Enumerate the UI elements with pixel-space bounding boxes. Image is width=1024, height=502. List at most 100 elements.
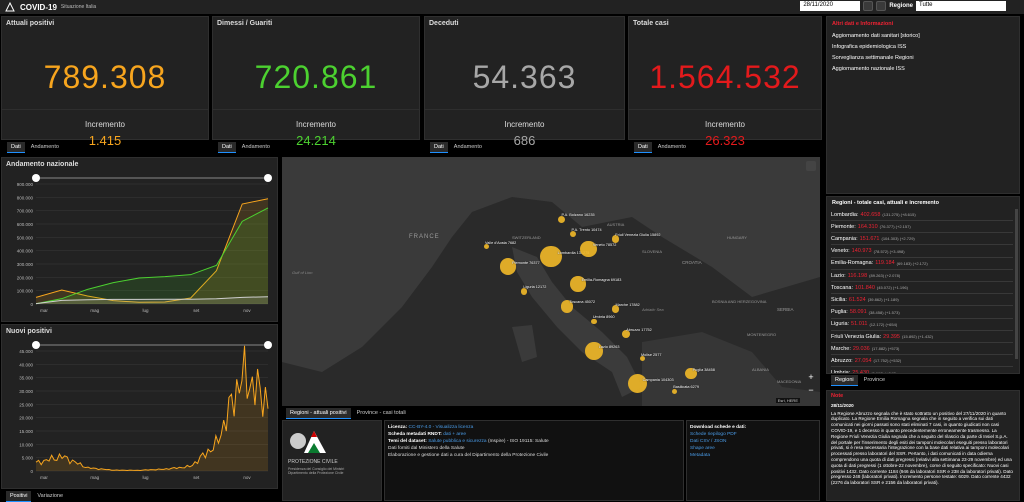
region-total: 119.184: [875, 260, 895, 267]
tab-province[interactable]: Province: [859, 375, 890, 386]
data-source: Dati forniti dal Ministero della Salute: [388, 446, 465, 451]
region-row[interactable]: Campania: 151.671 (104.303) (+2.729): [831, 233, 1013, 246]
range-slider-end-handle[interactable]: [264, 341, 272, 349]
calendar-icon[interactable]: [863, 1, 874, 11]
x-tick-label: set: [193, 475, 200, 480]
map-tabs: Regioni - attuali positivi Province - ca…: [286, 408, 410, 419]
date-picker[interactable]: 28/11/2020: [800, 1, 861, 11]
x-tick-label: mar: [40, 308, 48, 313]
kpi-increment-value: 1.415: [88, 133, 122, 148]
tab-map-regioni[interactable]: Regioni - attuali positivi: [286, 408, 351, 419]
map-bubble[interactable]: [585, 342, 603, 360]
kpi-tabs-3: Dati Andamento: [634, 142, 690, 153]
map-bubble[interactable]: [672, 388, 678, 394]
range-slider-start-handle[interactable]: [32, 174, 40, 182]
tab-positivi[interactable]: Positivi: [6, 491, 32, 502]
map-bubble[interactable]: [569, 231, 576, 238]
map-label-hungary: HUNGARY: [727, 235, 747, 240]
map-bubble[interactable]: [611, 304, 620, 313]
map-bubble[interactable]: [540, 245, 562, 268]
tab-andamento[interactable]: Andamento: [26, 142, 63, 153]
zoom-out-icon[interactable]: −: [808, 385, 814, 395]
region-total: 151.671: [859, 235, 880, 242]
map-bubble-label: Puglia 38458: [692, 367, 715, 372]
region-row[interactable]: Lombardia: 402.658 (131.275) (+8.615): [831, 209, 1013, 221]
map-bubble[interactable]: [611, 235, 620, 243]
y-tick-label: 700.000: [17, 209, 34, 214]
download-pdf-link[interactable]: Schede riepilogo PDF: [690, 432, 737, 437]
region-total: 51.011: [851, 321, 868, 328]
kpi-increment-label: Incremento: [295, 120, 337, 129]
info-link-iss-infografica[interactable]: Infografica epidemiologica ISS: [832, 44, 907, 50]
map-bubble-label: Liguria 12172: [523, 285, 547, 290]
map-bubble[interactable]: [499, 258, 517, 275]
region-total: 61.524: [848, 296, 866, 303]
metadata-link[interactable]: dati + aree: [443, 432, 466, 437]
tab-dati[interactable]: Dati: [218, 142, 236, 153]
map-bubble[interactable]: [627, 374, 647, 394]
map-label-switzerland: SWITZERLAND: [512, 235, 541, 240]
download-metadata-link[interactable]: Metadata: [690, 453, 711, 458]
new-cases-chart: 45.000 40.000 35.000 30.000 25.000 20.000 15.0…: [19, 341, 272, 480]
map-label-macedonia: MACEDONIA: [777, 379, 802, 384]
map-bubble[interactable]: [622, 329, 631, 338]
info-link-sorveglianza[interactable]: Sorveglianza settimanale Regioni: [832, 55, 914, 61]
themes-link[interactable]: Salute pubblica e sicurezza: [428, 439, 487, 444]
region-row[interactable]: Friuli Venezia Giulia: 29.395 (15.892) (…: [831, 331, 1013, 343]
info-link-sanitari[interactable]: Aggiornamento dati sanitari [storico]: [832, 33, 920, 39]
regions-scrollbar[interactable]: [1015, 209, 1018, 359]
info-link-iss-nazionale[interactable]: Aggiornamento nazionale ISS: [832, 66, 905, 72]
region-detail: (45.072) (+1.196): [876, 285, 908, 291]
region-row[interactable]: Toscana: 101.840 (45.072) (+1.196): [831, 282, 1013, 295]
tab-andamento[interactable]: Andamento: [237, 142, 274, 153]
info-icon[interactable]: [876, 1, 887, 11]
map[interactable]: FRANCE SWITZERLAND AUSTRIA HUNGARY SLOVE…: [282, 157, 820, 406]
tab-andamento[interactable]: Andamento: [653, 142, 690, 153]
map-bubble[interactable]: [558, 215, 566, 223]
tab-andamento[interactable]: Andamento: [449, 142, 486, 153]
download-csv-link[interactable]: Dati CSV / JSON: [690, 439, 727, 444]
range-slider-start-handle[interactable]: [32, 341, 40, 349]
region-name: Umbria:: [831, 370, 851, 374]
kpi-divider: [629, 109, 821, 110]
map-bubble-label: Toscana 45072: [569, 300, 596, 305]
map-bubble[interactable]: [560, 300, 574, 313]
download-shape-link[interactable]: Shape aree: [690, 446, 715, 451]
y-tick-label: 100.000: [17, 289, 34, 294]
x-tick-label: nov: [243, 475, 251, 480]
map-bubble[interactable]: [520, 288, 528, 295]
region-row[interactable]: Umbria: 25.430 (8.960) (+348): [831, 368, 1013, 374]
tab-map-province[interactable]: Province - casi totali: [352, 408, 410, 419]
zoom-in-icon[interactable]: +: [808, 372, 814, 382]
y-tick-label: 300.000: [17, 262, 34, 267]
region-row[interactable]: Emilia-Romagna: 119.184 (69.183) (+2.172…: [831, 258, 1013, 270]
region-row[interactable]: Puglia: 58.091 (38.458) (+1.573): [831, 307, 1013, 319]
map-bubble[interactable]: [580, 240, 597, 258]
license-label: Licenza:: [388, 425, 408, 430]
region-select[interactable]: Tutte: [916, 1, 1006, 11]
tab-dati[interactable]: Dati: [7, 142, 25, 153]
region-row[interactable]: Liguria: 51.011 (12.172) (+654): [831, 319, 1013, 331]
range-slider-end-handle[interactable]: [264, 174, 272, 182]
license-link[interactable]: CC-BY-4.0 - Visualizza licenza: [408, 425, 474, 430]
tab-dati[interactable]: Dati: [430, 142, 448, 153]
map-bubble[interactable]: [685, 367, 697, 380]
tab-variazione[interactable]: Variazione: [33, 491, 68, 502]
tab-regioni[interactable]: Regioni: [831, 375, 858, 386]
region-row[interactable]: Marche: 29.036 (17.882) (+573): [831, 343, 1013, 356]
region-row[interactable]: Sicilia: 61.524 (39.862) (+1.189): [831, 294, 1013, 307]
map-bubble[interactable]: [483, 244, 489, 250]
map-bubble[interactable]: [591, 318, 597, 325]
map-bubble[interactable]: [639, 356, 645, 362]
app-title: COVID-19: [20, 2, 57, 12]
map-expand-icon[interactable]: [806, 161, 816, 171]
region-row[interactable]: Piemonte: 164.310 (76.377) (+2.157): [831, 221, 1013, 234]
kpi-title: Attuali positivi: [6, 20, 55, 27]
kpi-value: 1.564.532: [649, 59, 801, 95]
region-row[interactable]: Veneto: 140.973 (78.572) (+3.498): [831, 246, 1013, 258]
tab-dati[interactable]: Dati: [634, 142, 652, 153]
region-row[interactable]: Abruzzo: 27.054 (17.752) (+532): [831, 355, 1013, 368]
map-bubble[interactable]: [570, 276, 586, 292]
region-row[interactable]: Lazio: 116.198 (89.263) (+2.078): [831, 270, 1013, 282]
map-bubble-label: P.A. Bolzano 16235: [561, 213, 595, 218]
